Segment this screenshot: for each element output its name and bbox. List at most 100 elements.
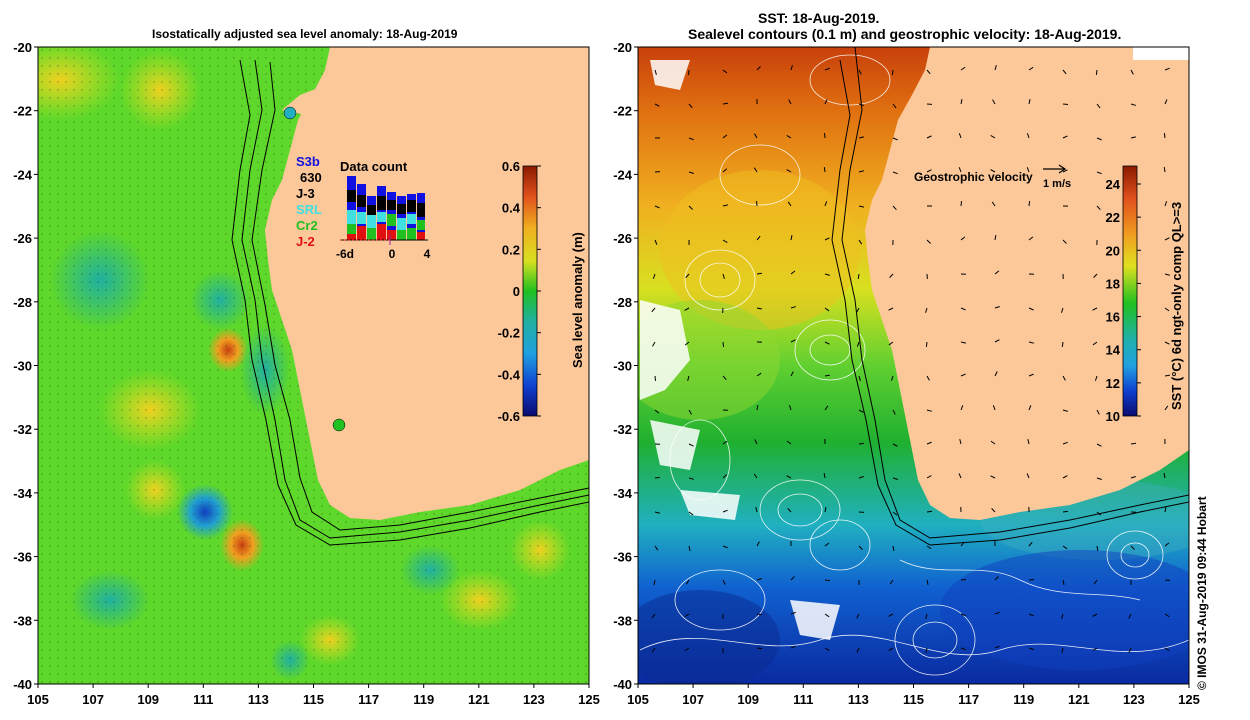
velocity-arrow — [824, 341, 830, 345]
velocity-arrow — [1028, 647, 1034, 651]
velocity-arrow — [960, 307, 966, 311]
velocity-arrow — [1096, 511, 1102, 516]
sst-colorbar-tick-label: 22 — [1106, 210, 1120, 225]
velocity-arrow — [1062, 475, 1068, 479]
velocity-arrow — [823, 166, 826, 173]
velocity-arrow — [722, 239, 728, 244]
right-lon-tick-label: 109 — [737, 692, 759, 707]
left-lat-tick-label: -32 — [13, 422, 32, 437]
right-lat-tick-label: -24 — [613, 167, 633, 182]
velocity-arrow — [1164, 237, 1170, 241]
velocity-arrow — [892, 137, 898, 141]
velocity-arrow — [790, 65, 793, 71]
velocity-arrow — [926, 545, 932, 550]
velocity-arrow — [1164, 613, 1170, 618]
sst-colorbar-tick-label: 18 — [1106, 276, 1120, 291]
velocity-arrow — [1128, 647, 1132, 653]
left-lat-tick-label: -38 — [13, 613, 32, 628]
velocity-arrow — [858, 205, 864, 208]
velocity-arrow — [790, 576, 795, 581]
velocity-arrow — [1062, 239, 1067, 244]
velocity-arrow — [790, 611, 796, 615]
velocity-arrow — [1092, 307, 1098, 311]
velocity-arrow — [1028, 613, 1034, 617]
velocity-arrow — [1130, 103, 1136, 106]
left-lat-tick-label: -26 — [13, 231, 32, 246]
velocity-arrow — [960, 66, 966, 71]
velocity-arrow — [654, 239, 658, 245]
velocity-arrow — [654, 476, 661, 479]
velocity-arrow — [990, 169, 996, 173]
velocity-arrow — [1062, 69, 1067, 75]
velocity-arrow — [889, 579, 894, 585]
velocity-arrow — [1163, 132, 1166, 139]
velocity-arrow — [1061, 341, 1064, 348]
velocity-arrow — [652, 273, 656, 279]
velocity-arrow — [990, 135, 996, 139]
velocity-arrow — [651, 613, 656, 619]
sla-colorbar — [522, 165, 538, 417]
velocity-arrow — [1028, 373, 1034, 377]
velocity-arrow — [722, 69, 728, 74]
velocity-arrow — [786, 134, 792, 139]
right-lat-tick-label: -38 — [613, 613, 632, 628]
right-lat-tick-label: -20 — [613, 40, 632, 55]
sst-colorbar-tick-label: 24 — [1106, 177, 1121, 192]
right-lon-tick-label: 111 — [793, 692, 813, 707]
velocity-arrow — [1095, 69, 1098, 76]
velocity-arrow — [1130, 442, 1137, 445]
satellite-legend-label: SRL — [296, 202, 322, 217]
velocity-arrow — [994, 611, 1000, 615]
velocity-arrow — [1164, 579, 1171, 582]
velocity-arrow — [960, 373, 966, 377]
data-count-axis-label: 0 — [389, 247, 396, 261]
velocity-arrow — [994, 270, 1000, 275]
velocity-arrow — [824, 67, 830, 71]
velocity-arrow — [756, 272, 763, 275]
velocity-arrow — [960, 200, 963, 207]
velocity-arrow — [926, 169, 932, 173]
velocity-arrow — [790, 306, 796, 309]
right-lat-tick-label: -40 — [613, 677, 632, 692]
velocity-arrow — [654, 545, 659, 551]
velocity-arrow — [890, 375, 894, 381]
right-map-title-line1: SST: 18-Aug-2019. — [758, 10, 880, 26]
velocity-arrow — [824, 542, 830, 547]
left-map-field — [38, 47, 589, 684]
velocity-arrow — [722, 168, 728, 173]
geostrophic-velocity-scale: 1 m/s — [1043, 178, 1072, 190]
velocity-arrow — [756, 307, 762, 310]
velocity-arrow — [1026, 473, 1030, 479]
velocity-arrow — [1062, 545, 1068, 550]
velocity-arrow — [926, 239, 931, 244]
velocity-arrow — [992, 405, 996, 411]
velocity-arrow — [1028, 66, 1034, 71]
velocity-arrow — [1130, 69, 1134, 75]
velocity-arrow — [824, 405, 829, 411]
velocity-arrow — [960, 341, 966, 344]
right-lat-tick-label: -26 — [613, 231, 632, 246]
left-map-title: Isostatically adjusted sea level anomaly… — [152, 27, 458, 41]
sla-colorbar-tick-label: -0.2 — [498, 326, 520, 341]
velocity-arrow — [756, 541, 760, 547]
velocity-arrow — [1062, 441, 1068, 445]
right-lat-tick-label: -28 — [613, 295, 632, 310]
velocity-arrow — [1092, 613, 1098, 617]
velocity-arrow — [992, 99, 996, 105]
velocity-arrow — [1164, 405, 1169, 411]
left-lon-tick-label: 125 — [578, 692, 600, 707]
right-lon-tick-label: 115 — [903, 692, 924, 707]
velocity-arrow — [858, 136, 864, 139]
sla-colorbar-tick-label: 0.4 — [502, 201, 521, 216]
left-lon-tick-label: 113 — [248, 692, 269, 707]
velocity-arrow — [824, 647, 830, 652]
velocity-arrow — [959, 439, 962, 445]
velocity-arrow — [790, 339, 796, 343]
velocity-arrow — [654, 511, 660, 514]
velocity-arrow — [652, 341, 656, 347]
sla-colorbar-tick-label: -0.4 — [498, 367, 521, 382]
velocity-arrow — [858, 476, 864, 479]
satellite-legend-label: Cr2 — [296, 218, 318, 233]
velocity-arrow — [722, 134, 728, 139]
right-lon-tick-label: 105 — [627, 692, 649, 707]
